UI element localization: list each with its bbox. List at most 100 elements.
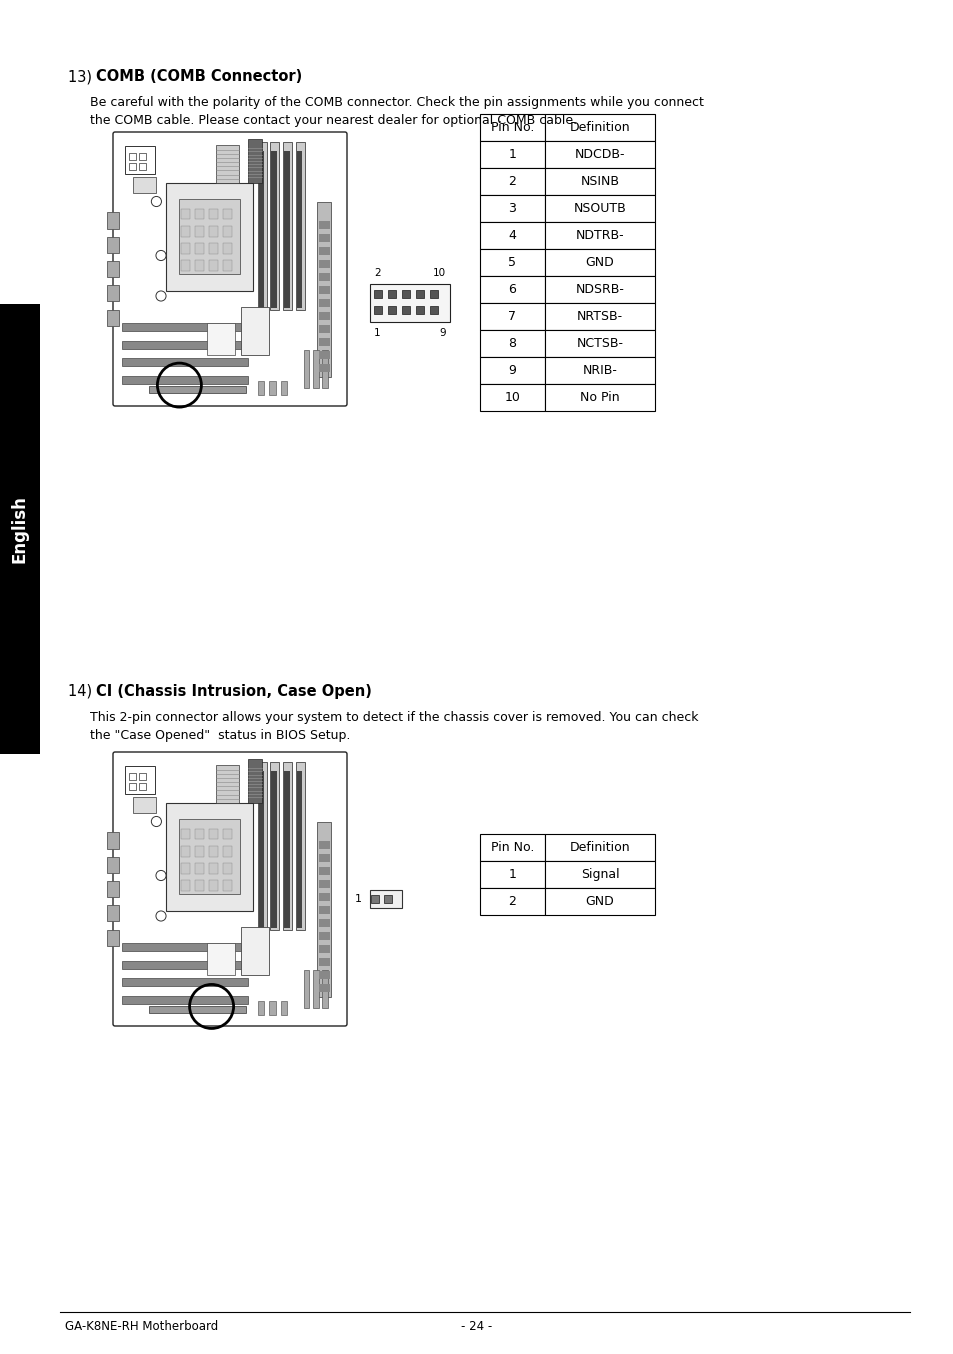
Bar [317, 202, 331, 376]
Bar [318, 325, 330, 333]
Bar [430, 290, 437, 298]
Bar [318, 311, 330, 320]
Bar [479, 222, 544, 249]
Bar [257, 380, 264, 394]
Bar [181, 862, 190, 873]
Bar [544, 357, 655, 385]
Bar [313, 349, 318, 387]
Bar [133, 798, 156, 814]
Bar [107, 286, 119, 302]
Bar [195, 226, 204, 237]
Text: 10: 10 [504, 391, 520, 403]
Bar [107, 261, 119, 278]
Text: 13): 13) [68, 69, 101, 84]
Bar [209, 862, 218, 873]
Bar [195, 829, 204, 839]
Bar [122, 978, 248, 986]
Bar [223, 260, 232, 271]
Bar [370, 284, 450, 322]
Bar [258, 770, 264, 927]
Bar [270, 762, 279, 929]
Bar [181, 226, 190, 237]
Bar [178, 199, 239, 275]
FancyBboxPatch shape [112, 751, 347, 1026]
Text: - 24 -: - 24 - [461, 1320, 492, 1332]
Bar [370, 890, 401, 909]
Bar [257, 142, 267, 310]
Bar [107, 237, 119, 253]
Text: Pin No.: Pin No. [490, 841, 534, 854]
Bar [139, 162, 146, 171]
Text: 1: 1 [508, 148, 516, 161]
Bar [318, 272, 330, 280]
Bar [280, 380, 287, 394]
Bar [283, 762, 292, 929]
Bar [479, 114, 544, 141]
Circle shape [155, 291, 166, 301]
Bar [209, 209, 218, 219]
Bar [195, 862, 204, 873]
Bar [544, 303, 655, 330]
Text: 6: 6 [508, 283, 516, 297]
Bar [271, 150, 276, 307]
Bar [181, 260, 190, 271]
Text: 9: 9 [439, 328, 446, 338]
Bar [269, 1001, 275, 1014]
Bar [544, 168, 655, 195]
Bar [280, 1001, 287, 1014]
Bar [269, 380, 275, 394]
Bar [257, 1001, 264, 1014]
Bar [195, 209, 204, 219]
Bar [139, 773, 146, 780]
Text: NDTRB-: NDTRB- [575, 229, 623, 242]
Bar [388, 290, 395, 298]
Bar [295, 762, 304, 929]
Bar [479, 276, 544, 303]
Bar [216, 765, 239, 803]
Bar [544, 385, 655, 412]
Bar [544, 249, 655, 276]
Bar [209, 226, 218, 237]
Bar [223, 829, 232, 839]
Bar [129, 783, 136, 789]
Bar [479, 141, 544, 168]
Bar [318, 286, 330, 294]
Text: NRIB-: NRIB- [582, 364, 617, 376]
Text: Signal: Signal [580, 868, 618, 881]
Bar [241, 307, 269, 355]
Bar [0, 305, 40, 754]
Bar [223, 862, 232, 873]
Bar [318, 945, 330, 953]
Text: the "Case Opened"  status in BIOS Setup.: the "Case Opened" status in BIOS Setup. [90, 728, 350, 742]
Bar [295, 142, 304, 310]
Bar [479, 330, 544, 357]
Bar [107, 310, 119, 326]
Bar [318, 919, 330, 926]
Bar [479, 303, 544, 330]
Bar [283, 142, 292, 310]
Bar [318, 880, 330, 888]
Bar [209, 846, 218, 857]
Bar [209, 829, 218, 839]
Bar [122, 960, 248, 968]
Text: No Pin: No Pin [579, 391, 619, 403]
Bar [322, 349, 328, 387]
Bar [416, 290, 423, 298]
Bar [166, 803, 253, 911]
Text: 8: 8 [508, 337, 516, 349]
Bar [388, 306, 395, 314]
Bar [296, 770, 302, 927]
Bar [122, 341, 248, 348]
Bar [544, 330, 655, 357]
Bar [318, 260, 330, 268]
Text: 9: 9 [508, 364, 516, 376]
Bar [479, 168, 544, 195]
Bar [374, 306, 381, 314]
Bar [401, 306, 410, 314]
Bar [284, 150, 290, 307]
Text: CI (Chassis Intrusion, Case Open): CI (Chassis Intrusion, Case Open) [96, 684, 372, 699]
Text: 2: 2 [508, 175, 516, 188]
Text: GND: GND [585, 256, 614, 269]
Bar [544, 141, 655, 168]
Text: NDSRB-: NDSRB- [575, 283, 624, 297]
